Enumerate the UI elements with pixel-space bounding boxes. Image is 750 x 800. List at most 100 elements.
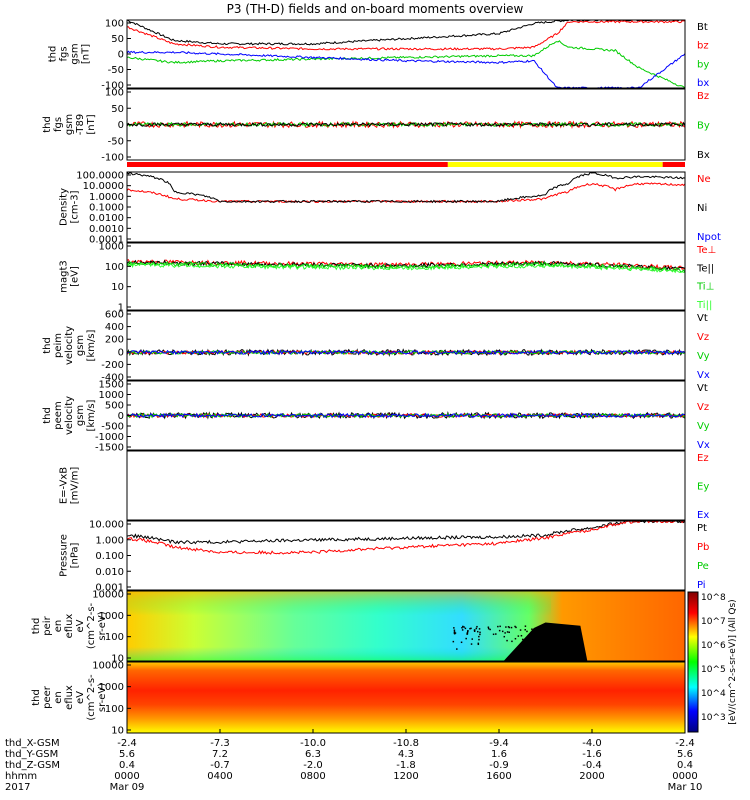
spectrogram-speck	[505, 626, 507, 628]
legend-peim_velocity: Vz	[697, 332, 709, 343]
y-axis-label-line: thd	[42, 116, 53, 133]
y-axis-label-line: [nT]	[81, 44, 92, 64]
spectrogram-speck	[460, 641, 463, 644]
panel-frame	[126, 310, 686, 381]
series-peem_velocity-3	[126, 412, 686, 419]
spectrogram-speck	[517, 635, 520, 637]
spectrogram-speck	[499, 625, 501, 628]
y-tick-label: -100	[101, 81, 124, 92]
y-tick-label: 1.000	[95, 535, 124, 546]
y-axis-label-line: [nT]	[86, 114, 97, 134]
y-tick-label: 1000	[99, 242, 124, 253]
x-row-value: -2.4	[675, 738, 695, 749]
spectrogram-speck	[453, 632, 456, 635]
x-row-value: -7.3	[210, 738, 230, 749]
y-tick-label: 100	[105, 632, 124, 643]
colorbar-label: [eV/(cm^2-s-sr-eV)] (All Qs)	[728, 599, 738, 724]
legend-temp: Te||	[696, 263, 714, 274]
y-axis-label-line: [km/s]	[86, 329, 97, 361]
y-tick-label: 0.010	[95, 567, 124, 578]
spectrogram-speck	[471, 638, 474, 640]
colorbar-tick: 10^6	[701, 641, 726, 651]
mode-bar-end	[662, 162, 685, 167]
mode-bar-fast	[447, 162, 663, 167]
x-row-label: thd_Y-GSM	[5, 749, 58, 760]
spectrogram-speck	[524, 625, 527, 627]
spectrogram-speck	[469, 627, 471, 630]
y-tick-label: 0	[118, 347, 124, 358]
panel-frame	[126, 590, 686, 662]
y-tick-label: 100.0000	[76, 171, 124, 182]
panel-peer_eflux: 10000100010010thdpeerenefluxeV(cm^2-s-sr…	[31, 661, 686, 737]
y-axis-label-line: thd	[31, 689, 42, 706]
y-tick-label: 100	[105, 19, 124, 30]
x-row-value: -1.6	[582, 749, 602, 760]
spectrogram-speck	[477, 630, 479, 633]
legend-fgs_gsm: bz	[697, 41, 709, 52]
spectrogram-speck	[514, 625, 516, 628]
spectrogram-speck	[453, 629, 456, 631]
spectrogram-speck	[519, 629, 522, 631]
legend-fgs_gsm_t89: Bx	[697, 150, 710, 161]
panel-temp: 1000 100 10 1 magt3[eV] Te⊥ Te|| Ti⊥ Ti||	[59, 242, 717, 314]
y-tick-label: 0.001	[95, 583, 124, 594]
spectrogram-speck	[507, 626, 510, 628]
y-tick-label: 0	[118, 411, 124, 422]
spectrogram-speck	[473, 629, 476, 631]
spectrogram-speck	[479, 631, 481, 634]
spectrogram-speck	[463, 626, 465, 628]
series-pressure-pt	[126, 520, 686, 545]
y-axis-label-line: peem	[53, 401, 64, 429]
panel-fgs_gsm_t89: 100 50 0 -50 -100 thdfgsgsm-T89[nT] Bz By Bx	[42, 88, 710, 167]
y-axis-label-line: fgs	[53, 117, 64, 132]
y-axis-label-line: [nPa]	[70, 542, 81, 568]
spectrogram-speck	[456, 648, 458, 650]
y-axis-label-line: gsm	[64, 114, 75, 135]
y-tick-label: 500	[105, 401, 124, 412]
series-peim_velocity-3	[126, 349, 686, 356]
y-tick-label: -50	[108, 136, 124, 147]
y-tick-label: 1000	[99, 390, 124, 401]
legend-efield: Ez	[697, 453, 709, 464]
series-fgs_gsm-bz	[126, 20, 686, 51]
x-row-label: 2017	[5, 782, 30, 793]
colorbar-tick: 10^4	[701, 689, 726, 699]
legend-pressure: Pb	[697, 542, 709, 553]
legend-peim_velocity: Vy	[697, 351, 710, 362]
y-axis-label-line: -T89	[75, 114, 86, 136]
y-tick-label: 10000	[92, 590, 124, 601]
spectrogram-speck	[470, 627, 472, 630]
spectrogram-speck	[461, 629, 464, 631]
y-tick-label: 200	[105, 335, 124, 346]
spectrogram-speck	[479, 633, 481, 636]
panel-frame	[126, 450, 686, 521]
legend-peim_velocity: Vx	[697, 370, 710, 381]
y-axis-label-line: eV	[75, 619, 86, 632]
spectrogram-speck	[511, 640, 513, 643]
spectrogram-gap	[503, 622, 588, 661]
x-row-value: 1200	[393, 771, 418, 782]
spectrogram-speck	[503, 635, 506, 638]
spectrogram-speck	[453, 627, 455, 629]
legend-temp: Ti⊥	[696, 282, 714, 293]
x-row-value: 0800	[300, 771, 325, 782]
spectrogram-speck	[477, 643, 480, 646]
spectrogram-speck	[489, 628, 491, 631]
y-axis-label-line: eV	[75, 691, 86, 704]
x-row-value: 7.2	[212, 749, 228, 760]
y-axis-label-line: velocity	[64, 396, 75, 435]
y-axis-label-line: sr-eV)	[97, 683, 108, 712]
spectrogram-speck	[475, 627, 478, 630]
legend-peem_velocity: Vy	[697, 421, 710, 432]
x-row-value: 1.6	[491, 749, 507, 760]
y-axis-label-line: [cm-3]	[70, 190, 81, 223]
spectrogram-speck	[524, 628, 526, 631]
y-axis-label-line: en	[53, 620, 64, 633]
spectrogram-speck	[514, 637, 517, 640]
y-axis-label: thdpeemvelocitygsm[km/s]	[42, 396, 97, 435]
x-row-value: -2.4	[117, 738, 137, 749]
spectrogram-speck	[501, 630, 504, 633]
y-axis-label-line: gsm	[75, 405, 86, 426]
panel-density: 100.000010.00001.00000.10000.01000.00100…	[59, 171, 721, 246]
